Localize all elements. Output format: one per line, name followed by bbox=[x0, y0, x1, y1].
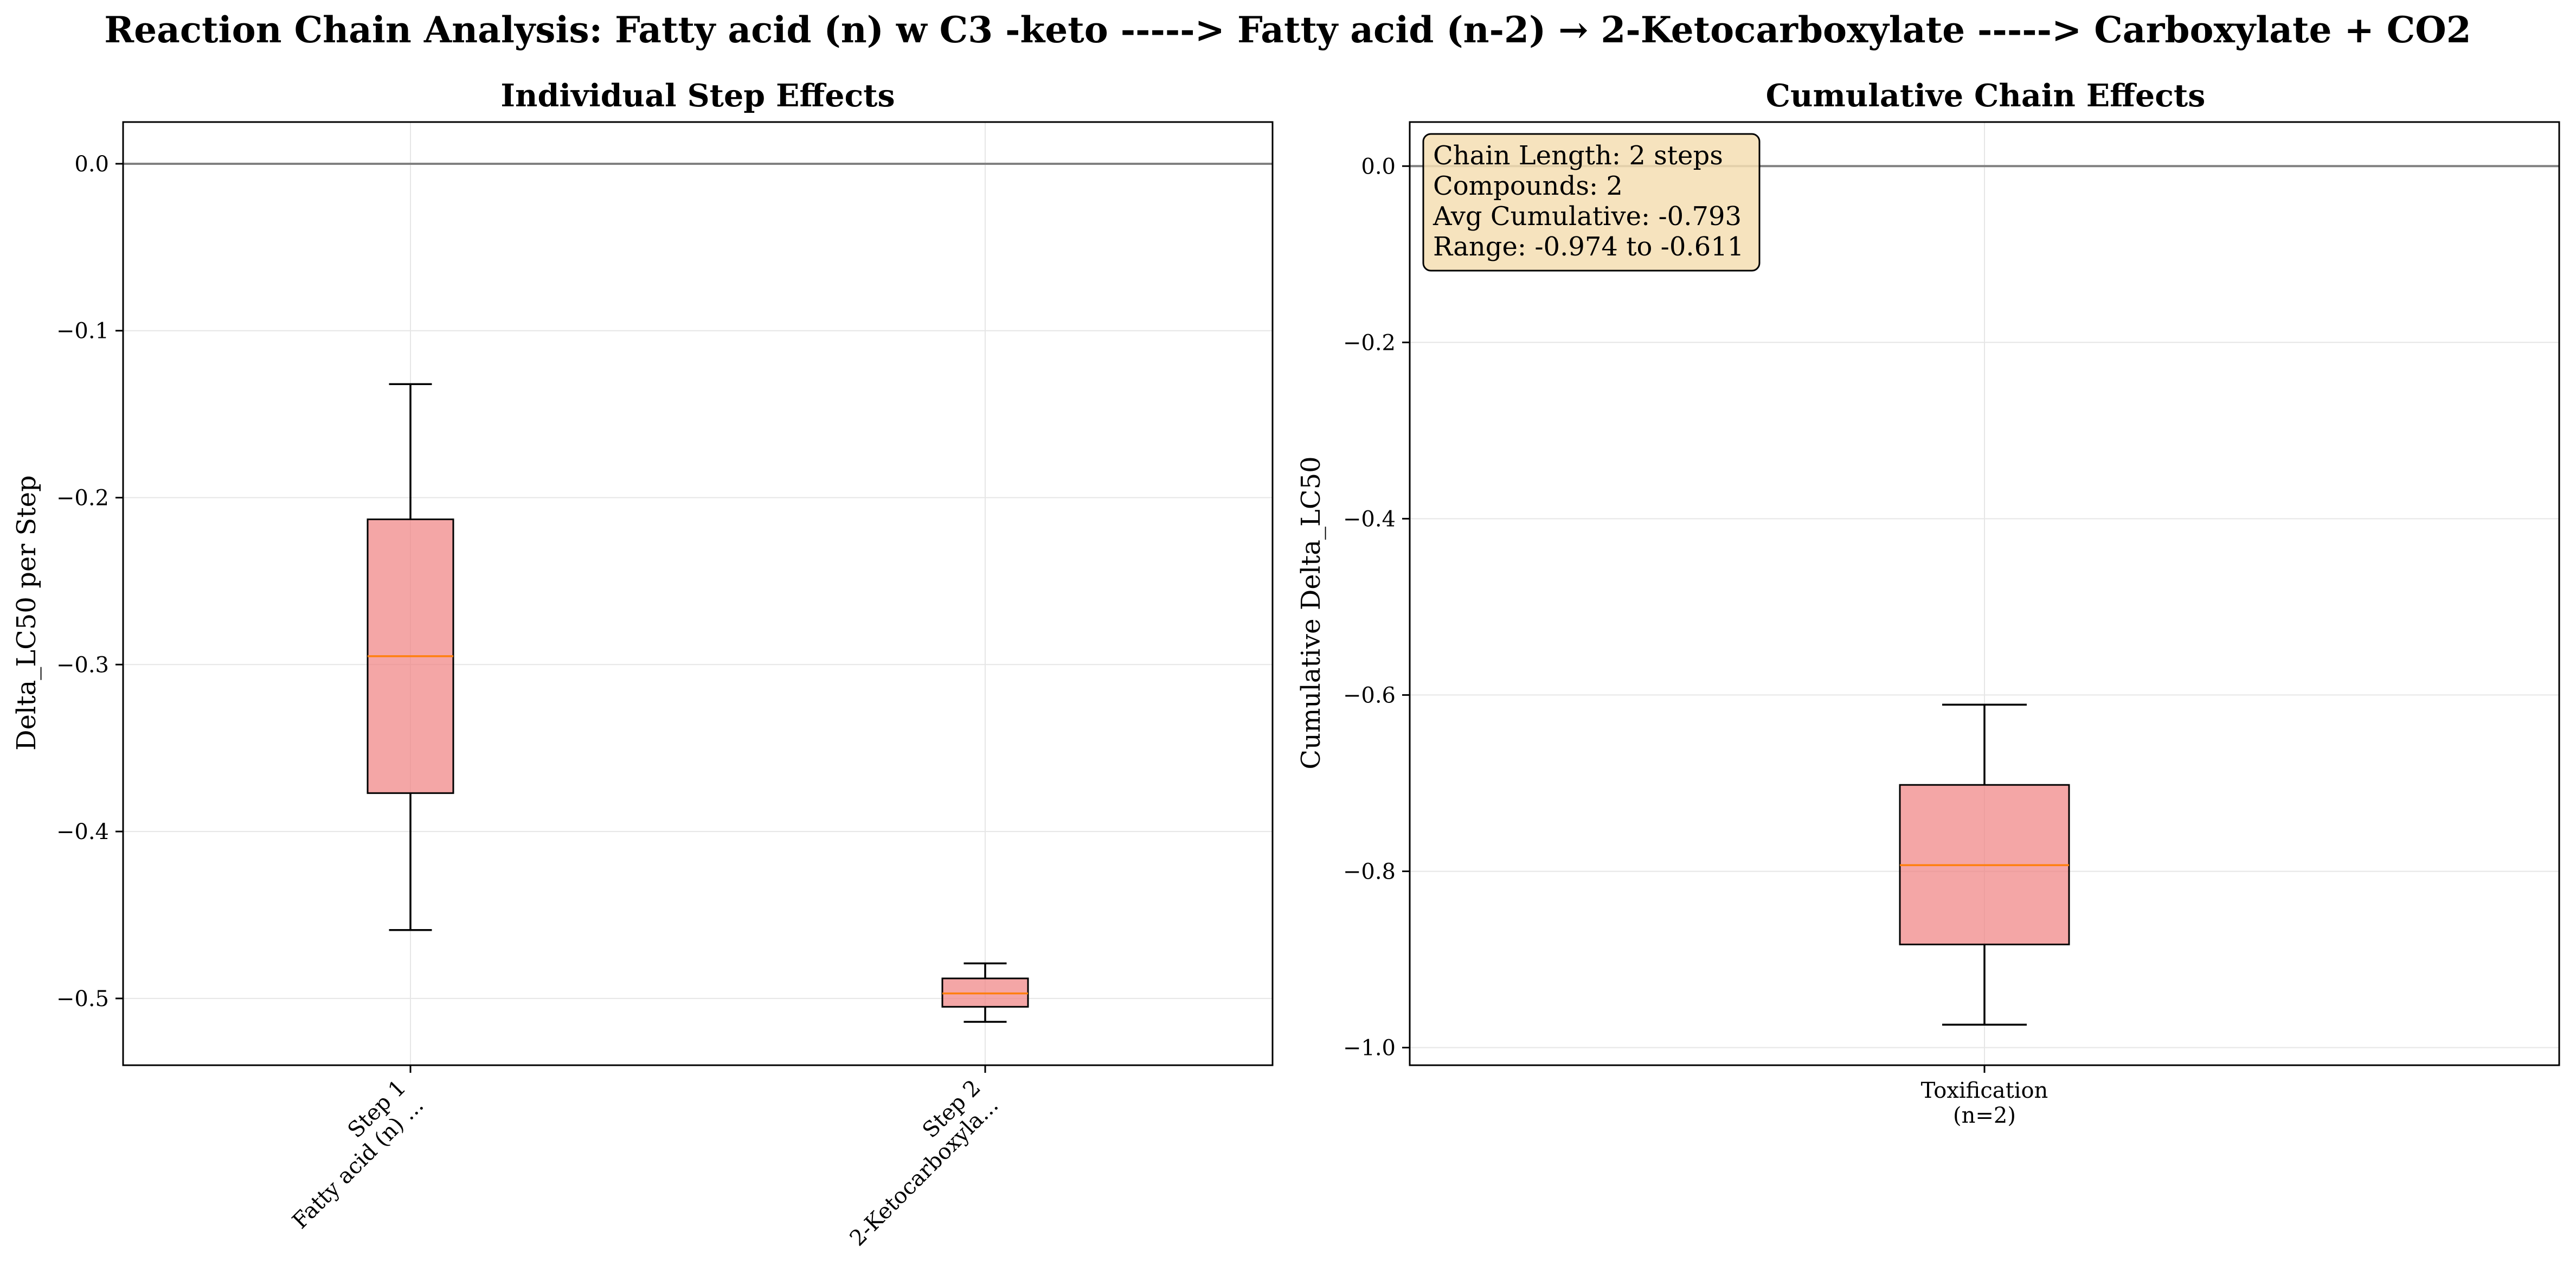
info-box-line: Avg Cumulative: -0.793 bbox=[1432, 201, 1742, 232]
axes-frame bbox=[122, 121, 1274, 1066]
box-2 bbox=[941, 962, 1029, 1023]
y-tick-label: 0.0 bbox=[1361, 154, 1396, 179]
info-box-line: Range: -0.974 to -0.611 bbox=[1433, 232, 1744, 262]
y-tick-label: −0.8 bbox=[1343, 859, 1396, 884]
x-tick-label: Step 22-Ketocarboxyla... bbox=[827, 1075, 1003, 1251]
panel-cumulative-chain-effects: Cumulative Chain Effects Cumulative Delt… bbox=[1296, 78, 2560, 1128]
y-tick-label: 0.0 bbox=[74, 152, 109, 177]
y-tick-label: −0.2 bbox=[1343, 330, 1396, 355]
y-tick-label: −0.3 bbox=[56, 652, 109, 677]
x-tick-label-line: (n=2) bbox=[1953, 1103, 2016, 1128]
info-box-line: Compounds: 2 bbox=[1433, 171, 1623, 201]
y-tick-label: −0.5 bbox=[56, 987, 109, 1012]
panel-individual-step-effects: Individual Step Effects Delta_LC50 per S… bbox=[11, 78, 1274, 1251]
info-box-line: Chain Length: 2 steps bbox=[1433, 140, 1723, 171]
y-tick-label: −0.4 bbox=[1343, 507, 1396, 532]
x-tick-label: Toxification (n=2) bbox=[1921, 1078, 2048, 1128]
x-tick-label-line: 2-Ketocarboxyla... bbox=[845, 1093, 1004, 1251]
panel-title-individual: Individual Step Effects bbox=[500, 78, 895, 114]
y-axis-label-cumulative: Cumulative Delta_LC50 bbox=[1296, 456, 1326, 769]
y-tick-label: −0.2 bbox=[56, 486, 109, 511]
y-axis-label-individual: Delta_LC50 per Step bbox=[11, 475, 42, 751]
y-tick-label: −0.1 bbox=[56, 319, 109, 344]
box-1 bbox=[367, 383, 454, 931]
box-1 bbox=[1899, 703, 2070, 1026]
y-tick-label: −0.6 bbox=[1343, 683, 1396, 708]
x-tick-label-line: Toxification bbox=[1921, 1078, 2048, 1103]
y-tick-label: −1.0 bbox=[1343, 1035, 1396, 1060]
x-tick-label: Step 1Fatty acid (n) ... bbox=[270, 1075, 428, 1233]
info-box bbox=[1422, 133, 1761, 272]
y-tick-label: −0.4 bbox=[56, 820, 109, 844]
plot-area-cumulative: 0.0 −0.2 −0.4 −0.6 −0.8 −1.0 Toxification (n=2)… bbox=[1343, 121, 2560, 1128]
plot-area-individual: 0.0 −0.1 −0.2 −0.3 −0.4 −0.5 Step 1Fatty acid … bbox=[56, 121, 1274, 1251]
figure-suptitle: Reaction Chain Analysis: Fatty acid (n) … bbox=[104, 9, 2471, 51]
panel-title-cumulative: Cumulative Chain Effects bbox=[1766, 78, 2206, 114]
